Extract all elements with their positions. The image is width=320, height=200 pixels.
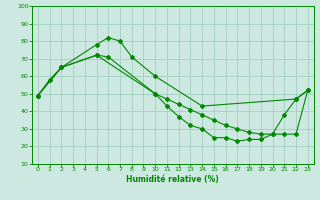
X-axis label: Humidité relative (%): Humidité relative (%) [126, 175, 219, 184]
